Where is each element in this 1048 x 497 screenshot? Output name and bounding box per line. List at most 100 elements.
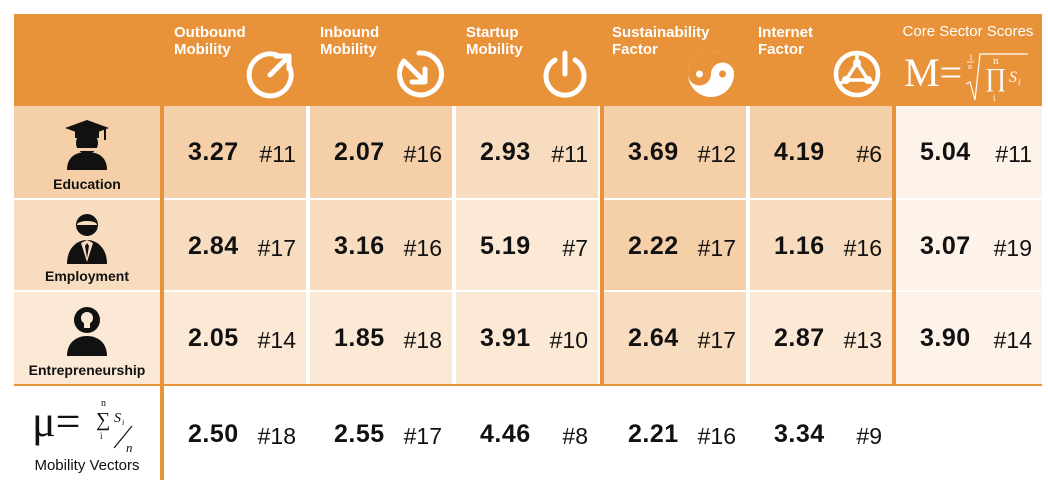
vector-score-cell: 3.34 #9 [750, 388, 892, 480]
score-cell: 2.93 #11 [456, 106, 598, 198]
rank-value: #11 [259, 141, 296, 167]
score-value: 3.69 [628, 138, 679, 166]
score-value: 2.07 [334, 138, 385, 166]
score-cell: 5.19 #7 [456, 200, 598, 290]
score-cell: 2.05 #14 [164, 292, 306, 384]
network-globe-icon [833, 50, 881, 98]
rank-value: #11 [551, 141, 588, 167]
score-cell: 2.22 #17 [604, 200, 746, 290]
business-person-icon [67, 214, 107, 264]
row-label-employment: Employment [14, 200, 160, 290]
core-score-cell: 3.90 #14 [896, 292, 1042, 384]
score-cell: 3.16 #16 [310, 200, 452, 290]
score-value: 2.55 [334, 420, 385, 448]
svg-text:∏: ∏ [985, 63, 1006, 92]
header-startup-mobility: Startup Mobility [466, 14, 606, 106]
score-cell: 2.07 #16 [310, 106, 452, 198]
rank-value: #17 [403, 423, 442, 449]
formula-term-sub: i [122, 418, 124, 427]
mobility-scores-table: Outbound Mobility Inbound Mobility Start… [14, 14, 1042, 480]
header-outbound-mobility: Outbound Mobility [174, 14, 314, 106]
score-value: 2.05 [188, 324, 239, 352]
header-internet-factor: Internet Factor [758, 14, 898, 106]
rank-value: #9 [856, 423, 882, 449]
rank-value: #12 [697, 141, 736, 167]
formula-root-num: 1 [969, 53, 973, 62]
score-cell: 1.85 #18 [310, 292, 452, 384]
vertical-divider-core [892, 106, 896, 384]
rank-value: #17 [697, 235, 736, 261]
horizontal-divider-vectors [14, 384, 1042, 386]
score-value: 2.84 [188, 232, 239, 260]
rank-value: #17 [257, 235, 296, 261]
score-value: 2.50 [188, 420, 239, 448]
score-cell: 2.64 #17 [604, 292, 746, 384]
rank-value: #16 [697, 423, 736, 449]
score-value: 3.34 [774, 420, 825, 448]
score-cell: 2.87 #13 [750, 292, 892, 384]
core-score-cell: 5.04 #11 [896, 106, 1042, 198]
power-icon [543, 50, 587, 98]
score-value: 5.19 [480, 232, 531, 260]
formula-term: S [1009, 69, 1017, 86]
score-cell: 2.84 #17 [164, 200, 306, 290]
rank-value: #18 [403, 327, 442, 353]
row-label-text: Entrepreneurship [28, 362, 146, 378]
score-value: 2.21 [628, 420, 679, 448]
score-value: 2.64 [628, 324, 679, 352]
formula-prod-upper: n [993, 55, 999, 67]
score-value: 3.07 [920, 232, 971, 260]
core-formula: M= 1 n n ∏ i S i [904, 50, 1028, 103]
inbound-arrow-icon [397, 50, 444, 98]
header-inbound-mobility: Inbound Mobility [320, 14, 460, 106]
score-cell: 3.69 #12 [604, 106, 746, 198]
score-value: 4.19 [774, 138, 825, 166]
row-label-entrepreneurship: Entrepreneurship [14, 292, 160, 384]
rank-value: #16 [403, 141, 442, 167]
row-label-education: Education [14, 106, 160, 198]
formula-term: S [114, 411, 121, 426]
rank-value: #14 [257, 327, 296, 353]
row-label-text: Employment [44, 268, 129, 284]
header-label: Startup Mobility [466, 24, 523, 58]
score-cell: 3.27 #11 [164, 106, 306, 198]
vertical-divider-rowlabel [160, 106, 164, 480]
formula-sum-lower: i [100, 431, 103, 441]
core-score-cell: 3.07 #19 [896, 200, 1042, 290]
score-value: 3.90 [920, 324, 971, 352]
score-value: 2.22 [628, 232, 679, 260]
rank-value: #10 [549, 327, 588, 353]
vertical-divider-middle [600, 106, 604, 384]
formula-root-den: n [968, 62, 972, 71]
header-label: Inbound Mobility [320, 24, 380, 58]
score-value: 3.16 [334, 232, 385, 260]
formula-lhs: μ= [32, 397, 80, 446]
header-core-label: Core Sector Scores [902, 23, 1034, 40]
vector-score-cell: 4.46 #8 [456, 388, 598, 480]
formula-lhs: M= [904, 50, 962, 95]
row-label-text: Education [53, 176, 121, 192]
rank-value: #13 [843, 327, 882, 353]
score-cell: 3.91 #10 [456, 292, 598, 384]
score-value: 1.85 [334, 324, 385, 352]
rank-value: #17 [697, 327, 736, 353]
row-label-mobility-vectors: μ= n ∑ i S i n Mobility Vectors [14, 388, 160, 480]
mobility-vectors-label: Mobility Vectors [34, 457, 140, 474]
score-value: 5.04 [920, 138, 971, 166]
header-label: Outbound Mobility [174, 24, 246, 58]
score-cell: 1.16 #16 [750, 200, 892, 290]
mobility-vector-formula: μ= n ∑ i S i n [32, 397, 133, 454]
header-label: Internet Factor [758, 24, 814, 58]
rank-value: #14 [993, 327, 1032, 353]
header-label: Sustainability Factor [612, 24, 710, 58]
rank-value: #6 [856, 141, 882, 167]
vector-score-cell: 2.21 #16 [604, 388, 746, 480]
graduate-person-icon [65, 120, 109, 170]
score-cell: 4.19 #6 [750, 106, 892, 198]
formula-sum-upper: n [101, 398, 106, 409]
formula-den: n [126, 440, 133, 454]
svg-text:∑: ∑ [96, 409, 110, 431]
score-value: 3.91 [480, 324, 531, 352]
score-value: 2.87 [774, 324, 825, 352]
rank-value: #11 [995, 141, 1032, 167]
